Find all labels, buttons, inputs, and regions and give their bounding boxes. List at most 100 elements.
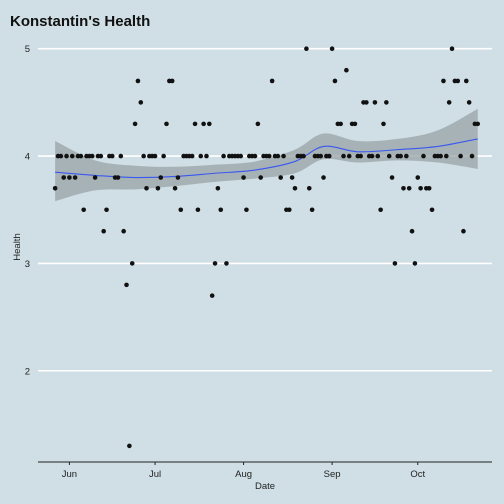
data-point: [364, 100, 369, 105]
data-point: [266, 153, 272, 159]
data-point: [369, 153, 375, 159]
data-point: [224, 261, 229, 266]
data-point: [92, 175, 98, 180]
data-point: [252, 153, 258, 159]
data-point: [212, 261, 218, 266]
data-point: [341, 153, 346, 159]
data-point: [198, 153, 204, 159]
data-point: [358, 153, 363, 159]
data-point: [318, 153, 323, 159]
data-point: [189, 153, 195, 159]
data-point: [104, 207, 109, 213]
data-point: [306, 185, 312, 191]
data-point: [58, 153, 64, 159]
data-point: [81, 207, 86, 213]
data-point: [209, 293, 215, 298]
data-point: [469, 153, 475, 159]
data-point: [158, 175, 164, 180]
data-point: [101, 228, 106, 234]
data-point: [346, 153, 352, 159]
data-point: [255, 121, 261, 127]
data-point: [218, 207, 224, 213]
data-point: [344, 67, 349, 73]
data-point: [455, 78, 461, 84]
data-point: [378, 207, 383, 213]
data-point: [304, 46, 309, 52]
data-point: [409, 228, 415, 234]
data-point: [309, 207, 315, 213]
data-point: [292, 185, 298, 191]
data-points: [52, 46, 481, 449]
x-axis-label: Date: [255, 481, 275, 492]
data-point: [475, 121, 481, 127]
data-point: [98, 153, 104, 159]
data-point: [281, 153, 286, 159]
y-tick-label: 5: [25, 44, 30, 55]
data-point: [64, 153, 69, 159]
y-axis-label: Health: [12, 233, 23, 260]
data-point: [169, 78, 175, 84]
data-point: [78, 153, 84, 159]
data-point: [278, 175, 284, 180]
data-point: [172, 185, 178, 191]
data-point: [178, 207, 184, 213]
smooth-line: [55, 138, 478, 179]
data-point: [386, 153, 392, 159]
data-point: [135, 78, 141, 84]
data-point: [321, 175, 326, 180]
data-point: [286, 207, 292, 213]
x-tick-label: Aug: [235, 469, 252, 480]
data-point: [161, 153, 166, 159]
data-point: [175, 175, 181, 180]
data-point: [449, 46, 455, 52]
x-tick-label: Oct: [410, 469, 425, 480]
data-point: [241, 175, 246, 180]
data-point: [301, 153, 306, 159]
data-point: [289, 175, 295, 180]
data-point: [446, 100, 452, 105]
data-point: [338, 121, 343, 127]
data-point: [389, 175, 395, 180]
data-point: [61, 175, 66, 180]
data-point: [155, 185, 161, 191]
data-point: [258, 175, 264, 180]
data-point: [352, 121, 358, 127]
data-point: [132, 121, 138, 127]
data-point: [329, 46, 335, 52]
y-tick-label: 2: [25, 366, 30, 377]
data-point: [52, 185, 58, 191]
data-point: [464, 78, 469, 84]
smooth-line-layer: [55, 138, 478, 179]
data-point: [404, 153, 409, 159]
chart-title: Konstantin's Health: [10, 13, 150, 30]
data-point: [426, 185, 432, 191]
data-point: [458, 153, 463, 159]
y-tick-label: 3: [25, 259, 30, 270]
data-point: [332, 78, 338, 84]
data-point: [269, 78, 275, 84]
data-point: [138, 100, 144, 105]
data-point: [164, 121, 169, 127]
data-point: [326, 153, 332, 159]
x-tick-label: Sep: [324, 469, 341, 480]
data-point: [221, 153, 226, 159]
data-point: [152, 153, 158, 159]
data-point: [375, 153, 381, 159]
data-point: [372, 100, 378, 105]
data-point: [244, 207, 249, 213]
data-point: [192, 121, 198, 127]
data-point: [384, 100, 389, 105]
axes: 2 3 4 5 Jun Jul Aug Sep Oct: [25, 44, 492, 480]
data-point: [144, 185, 149, 191]
data-point: [418, 185, 423, 191]
data-point: [215, 185, 221, 191]
data-point: [89, 153, 95, 159]
data-point: [121, 228, 126, 234]
data-point: [67, 175, 72, 180]
data-point: [207, 121, 212, 127]
data-point: [438, 153, 443, 159]
data-point: [129, 261, 135, 266]
data-point: [72, 175, 78, 180]
